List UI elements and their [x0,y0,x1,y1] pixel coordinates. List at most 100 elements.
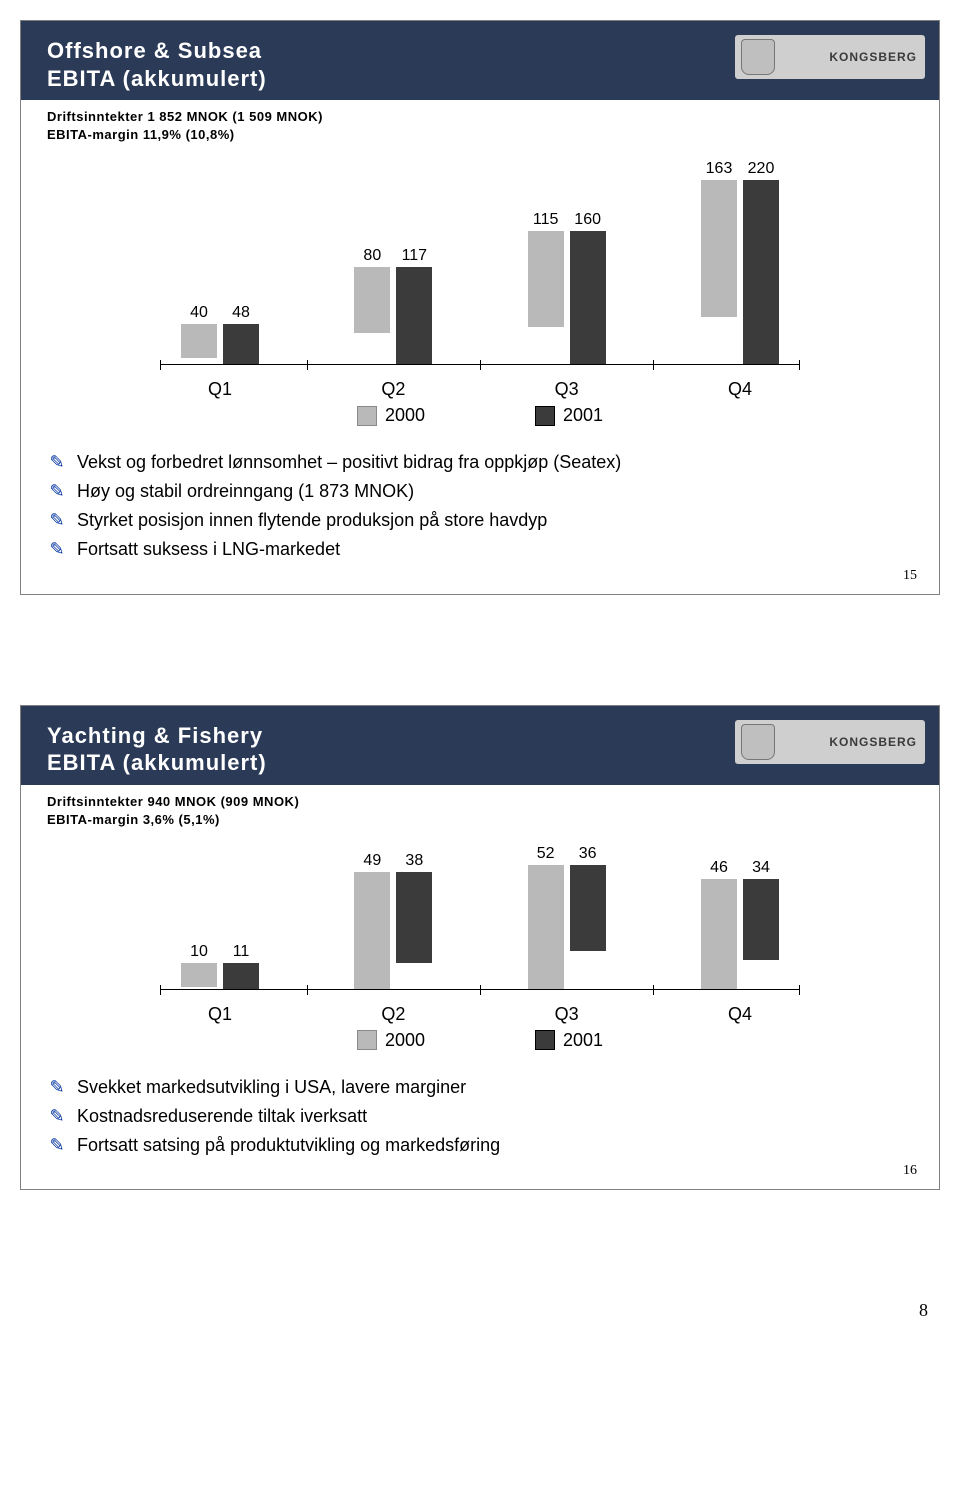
bar-group: 163220 [690,180,790,364]
logo-text: KONGSBERG [829,735,917,749]
x-axis [160,364,800,375]
x-tick-label: Q4 [728,1004,752,1025]
slide-panel-offshore: Offshore & SubseaEBITA (akkumulert)KONGS… [20,20,940,595]
x-axis-labels: Q1 Q2 Q3 Q4 [160,1000,800,1026]
bar-2000: 10 [181,963,217,987]
bar-group: 4048 [170,324,270,364]
bar-2001: 38 [396,872,432,963]
legend-item-2000: 2000 [357,405,425,426]
bar-2000: 46 [701,879,737,989]
bar-group: 1011 [170,963,270,989]
bar-value-label: 34 [752,859,770,879]
pencil-icon: ✎ [47,448,67,477]
bullet-item: ✎ Svekket markedsutvikling i USA, lavere … [47,1073,913,1102]
crest-icon [741,39,775,75]
bullet-item: ✎ Fortsatt suksess i LNG-markedet [47,535,913,564]
bar-value-label: 160 [574,211,601,231]
bar-group: 4938 [343,872,443,989]
bar-value-label: 80 [363,247,381,267]
x-tick-label: Q1 [208,379,232,400]
bullet-item: ✎ Kostnadsreduserende tiltak iverksatt [47,1102,913,1131]
bar-value-label: 52 [537,845,555,865]
bar-group: 115160 [517,231,617,365]
chart-area: 1011493852364634 [160,839,800,989]
bullet-list: ✎ Svekket markedsutvikling i USA, lavere … [47,1073,913,1159]
x-tick-label: Q3 [555,379,579,400]
legend-item-2001: 2001 [535,405,603,426]
slide-body: Driftsinntekter 940 MNOK (909 MNOK)EBITA… [21,785,939,1190]
pencil-icon: ✎ [47,477,67,506]
bullet-text: Vekst og forbedret lønnsomhet – positivt… [77,448,621,477]
bullet-item: ✎ Vekst og forbedret lønnsomhet – positiv… [47,448,913,477]
crest-icon [741,724,775,760]
x-axis-labels: Q1 Q2 Q3 Q4 [160,375,800,401]
bar-group: 80117 [343,267,443,365]
bar-value-label: 220 [748,160,775,180]
chart-area: 404880117115160163220 [160,154,800,364]
bar-value-label: 11 [233,943,250,963]
logo-text: KONGSBERG [829,50,917,64]
bar-value-label: 38 [405,852,423,872]
bar-2000: 163 [701,180,737,316]
bullet-item: ✎ Høy og stabil ordreinngang (1 873 MNOK) [47,477,913,506]
pencil-icon: ✎ [47,1102,67,1131]
bar-value-label: 49 [363,852,381,872]
slide-panel-yachting: Yachting & FisheryEBITA (akkumulert)KONG… [20,705,940,1191]
bar-value-label: 36 [579,845,597,865]
bar-value-label: 48 [232,304,250,324]
pencil-icon: ✎ [47,535,67,564]
slide-number: 16 [903,1163,917,1179]
bar-2001: 117 [396,267,432,365]
bullet-text: Kostnadsreduserende tiltak iverksatt [77,1102,367,1131]
bullet-item: ✎ Styrket posisjon innen flytende produks… [47,506,913,535]
legend-item-2000: 2000 [357,1030,425,1051]
bar-value-label: 10 [190,943,208,963]
bar-value-label: 46 [710,859,728,879]
x-axis [160,989,800,1000]
bar-2000: 80 [354,267,390,334]
bullet-item: ✎ Fortsatt satsing på produktutvikling og… [47,1131,913,1160]
bar-group: 4634 [690,879,790,989]
bar-value-label: 115 [533,211,559,231]
bar-2000: 52 [528,865,564,989]
meta-ebita-margin: EBITA-margin 3,6% (5,1%) [47,811,913,829]
bar-value-label: 40 [190,304,208,324]
x-tick-label: Q3 [555,1004,579,1025]
kongsberg-logo: KONGSBERG [735,35,925,79]
bar-2000: 115 [528,231,564,327]
x-tick-label: Q4 [728,379,752,400]
meta-ebita-margin: EBITA-margin 11,9% (10,8%) [47,126,913,144]
x-tick-label: Q2 [381,1004,405,1025]
meta-driftsinntekter: Driftsinntekter 1 852 MNOK (1 509 MNOK) [47,108,913,126]
bullet-text: Styrket posisjon innen flytende produksj… [77,506,547,535]
slide-header: Yachting & FisheryEBITA (akkumulert)KONG… [21,706,939,785]
bar-value-label: 163 [706,160,733,180]
bar-2001: 36 [570,865,606,951]
slide-header: Offshore & SubseaEBITA (akkumulert)KONGS… [21,21,939,100]
chart-legend: 2000 2001 [160,405,800,426]
page-number: 8 [20,1300,940,1321]
bar-2001: 11 [223,963,259,989]
x-tick-label: Q2 [381,379,405,400]
bar-2000: 40 [181,324,217,357]
slide-number: 15 [903,568,917,584]
bullet-text: Fortsatt satsing på produktutvikling og … [77,1131,500,1160]
pencil-icon: ✎ [47,1131,67,1160]
chart-legend: 20002001 [160,1030,800,1051]
kongsberg-logo: KONGSBERG [735,720,925,764]
pencil-icon: ✎ [47,1073,67,1102]
slide-body: Driftsinntekter 1 852 MNOK (1 509 MNOK)E… [21,100,939,594]
bullet-list: ✎ Vekst og forbedret lønnsomhet – positiv… [47,448,913,563]
bar-2001: 48 [223,324,259,364]
x-tick-label: Q1 [208,1004,232,1025]
bar-group: 5236 [517,865,617,989]
bullet-text: Svekket markedsutvikling i USA, lavere m… [77,1073,466,1102]
meta-driftsinntekter: Driftsinntekter 940 MNOK (909 MNOK) [47,793,913,811]
bullet-text: Høy og stabil ordreinngang (1 873 MNOK) [77,477,414,506]
pencil-icon: ✎ [47,506,67,535]
bar-2001: 160 [570,231,606,365]
bar-2001: 220 [743,180,779,364]
bar-2000: 49 [354,872,390,989]
bar-value-label: 117 [402,247,428,267]
bullet-text: Fortsatt suksess i LNG-markedet [77,535,340,564]
